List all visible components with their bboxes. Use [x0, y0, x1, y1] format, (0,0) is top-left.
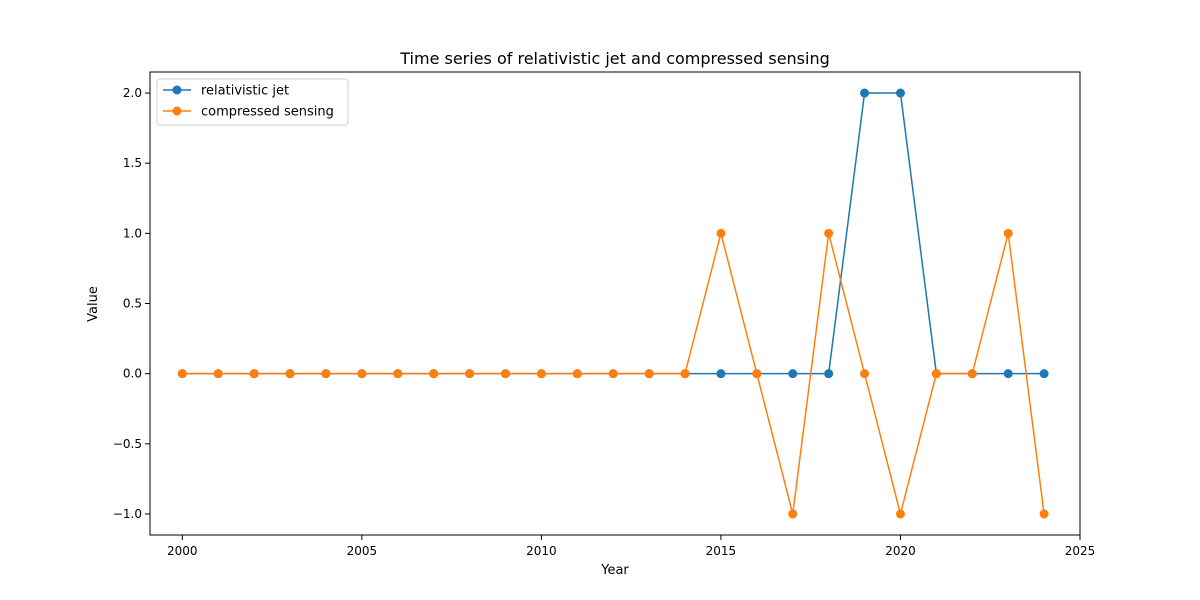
- series-1-point: [285, 369, 295, 379]
- legend-box: [156, 78, 349, 126]
- plot-frame: [149, 71, 1081, 536]
- legend-label-0: relativistic jet: [201, 84, 289, 99]
- y-tick-label: 0.0: [123, 367, 142, 381]
- x-tick-label: 2015: [706, 544, 737, 558]
- series-1-point: [572, 369, 582, 379]
- y-tick-label: 2.0: [123, 86, 142, 100]
- series-1-point: [393, 369, 403, 379]
- series-0-point: [716, 369, 726, 379]
- series-1-point: [644, 369, 654, 379]
- series-line-0: [182, 92, 1045, 375]
- plot-area: 2000 2005 2010 2015 2020 2025 −1.0 −0.5 0.0 0.5 1.…: [113, 86, 1095, 558]
- series-0-point: [1039, 369, 1049, 379]
- series-1-point: [788, 509, 798, 519]
- series-1-point: [752, 369, 762, 379]
- series-1-point: [357, 369, 367, 379]
- series-1-point: [967, 369, 977, 379]
- legend: relativistic jet compressed sensing: [156, 78, 349, 126]
- legend-label-1: compressed sensing: [201, 105, 334, 120]
- y-tick-label: 1.5: [123, 156, 142, 170]
- y-tick-label: 1.0: [123, 226, 142, 240]
- x-tick-label: 2005: [347, 544, 378, 558]
- series-1-point: [716, 228, 726, 238]
- legend-marker-0: [172, 85, 182, 95]
- series-1-point: [500, 369, 510, 379]
- series-1-point: [680, 369, 690, 379]
- series-1-point: [860, 369, 870, 379]
- chart-title: Time series of relativistic jet and comp…: [399, 49, 830, 68]
- series-1-point: [1039, 509, 1049, 519]
- series-0-point: [895, 88, 905, 98]
- x-axis-label: Year: [600, 563, 629, 578]
- y-tick-label: −0.5: [113, 437, 142, 451]
- series-1-point: [931, 369, 941, 379]
- series-1-point: [177, 369, 187, 379]
- y-tick-label: 0.5: [123, 297, 142, 311]
- series-1-point: [1003, 228, 1013, 238]
- series-1-point: [536, 369, 546, 379]
- series-0-point: [860, 88, 870, 98]
- series-1-point: [249, 369, 259, 379]
- series-0-point: [788, 369, 798, 379]
- series-0-point: [824, 369, 834, 379]
- legend-marker-1: [172, 106, 182, 116]
- x-tick-label: 2010: [526, 544, 557, 558]
- series-1-point: [824, 228, 834, 238]
- series-1-point: [465, 369, 475, 379]
- series-1-point: [321, 369, 331, 379]
- y-axis-label: Value: [86, 286, 101, 322]
- series-0-point: [1003, 369, 1013, 379]
- x-tick-label: 2020: [885, 544, 916, 558]
- y-tick-label: −1.0: [113, 507, 142, 521]
- x-tick-label: 2000: [167, 544, 198, 558]
- series-1-point: [213, 369, 223, 379]
- x-tick-label: 2025: [1065, 544, 1096, 558]
- series-1-point: [895, 509, 905, 519]
- series-1-point: [429, 369, 439, 379]
- series-1-point: [608, 369, 618, 379]
